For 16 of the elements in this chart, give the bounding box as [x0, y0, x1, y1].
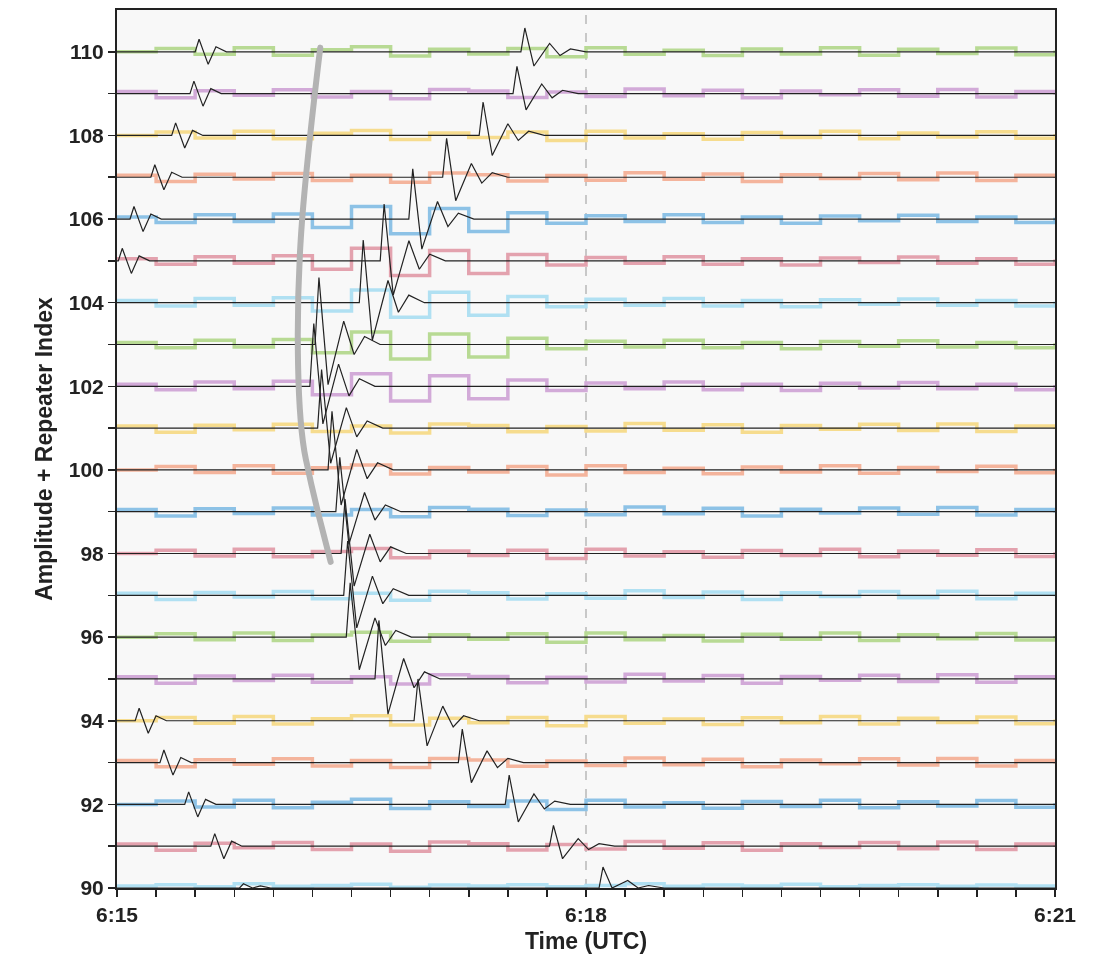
x-tick-label: 6:15 [95, 903, 139, 927]
x-tick-label: 6:18 [564, 903, 608, 927]
x-axis-title: Time (UTC) [524, 928, 648, 955]
x-tick-label: 6:21 [1033, 903, 1077, 927]
y-axis-title: Amplitude + Repeater Index [30, 297, 57, 601]
y-tick-label: 104 [68, 291, 105, 315]
y-tick-label: 90 [80, 876, 104, 900]
y-tick-label: 94 [80, 709, 105, 733]
y-tick-label: 106 [68, 207, 104, 231]
y-tick-label: 98 [80, 541, 105, 565]
y-tick-label: 108 [68, 123, 105, 147]
y-tick-label: 102 [68, 374, 104, 398]
y-tick-label: 92 [80, 792, 104, 816]
y-tick-label: 110 [69, 40, 104, 64]
y-tick-label: 96 [80, 625, 104, 649]
y-tick-label: 100 [68, 458, 104, 482]
